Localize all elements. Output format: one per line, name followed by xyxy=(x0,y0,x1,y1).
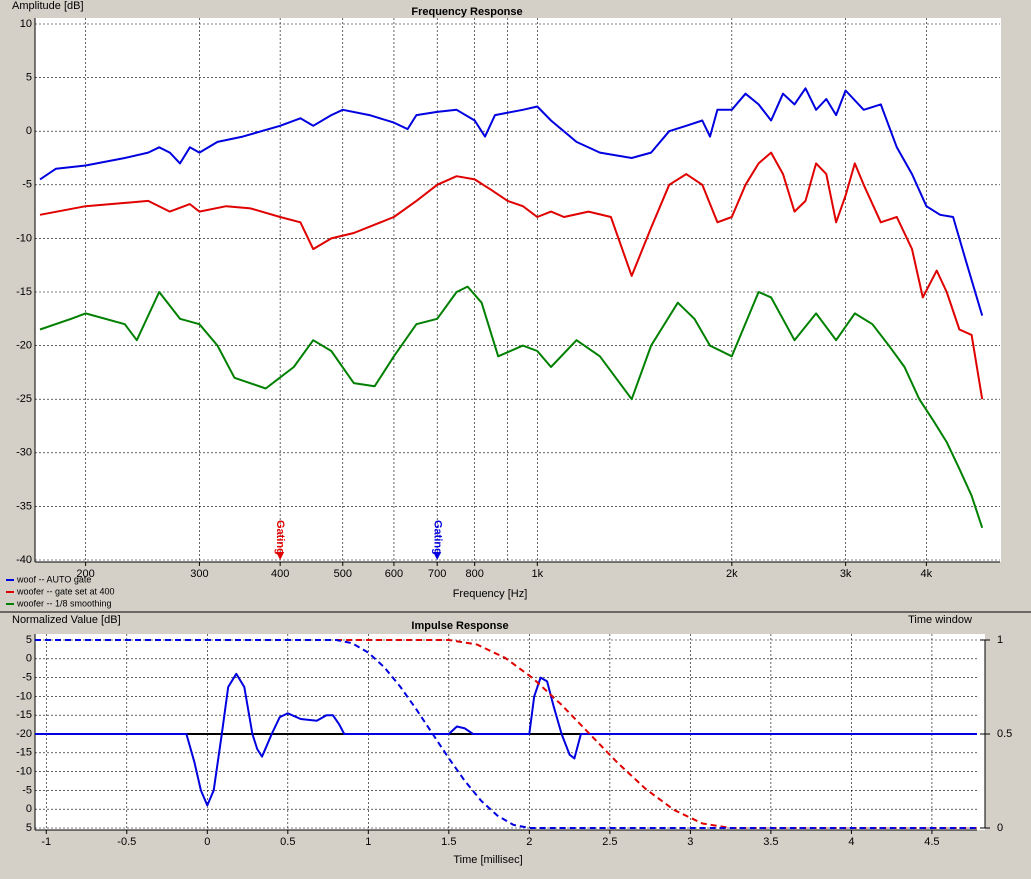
chart-title: Impulse Response xyxy=(411,620,508,632)
x-tick-label: 3k xyxy=(840,568,852,580)
x-tick-label: -0.5 xyxy=(117,836,136,848)
y-tick-label: -25 xyxy=(16,393,32,405)
y-tick-label: 10 xyxy=(20,18,32,30)
x-tick-label: 700 xyxy=(428,568,446,580)
x-tick-label: 4k xyxy=(921,568,933,580)
x-tick-label: 600 xyxy=(385,568,403,580)
y-tick-label: 5 xyxy=(26,634,32,646)
x-tick-label: 0.5 xyxy=(280,836,295,848)
y-tick-label: 0 xyxy=(26,803,32,815)
annotation-marker xyxy=(433,552,442,560)
y-tick-label: -15 xyxy=(16,286,32,298)
y-axis-label: Amplitude [dB] xyxy=(12,0,84,12)
y-tick-label: -5 xyxy=(22,784,32,796)
y-tick-label: -35 xyxy=(16,500,32,512)
annotation-marker xyxy=(276,552,285,560)
y-tick-label: -30 xyxy=(16,447,32,459)
series-line xyxy=(336,639,977,829)
y-tick-label: -5 xyxy=(22,179,32,191)
x-axis-label: Time [millisec] xyxy=(453,854,522,866)
series-line xyxy=(39,87,984,316)
y-tick-label: -40 xyxy=(16,554,32,566)
y-tick-label: -20 xyxy=(16,728,32,740)
plot-area xyxy=(35,18,1001,562)
y-tick-label: 5 xyxy=(26,822,32,834)
chart-title: Frequency Response xyxy=(411,6,522,18)
annotation: Gating xyxy=(274,520,286,555)
x-tick-label: 300 xyxy=(190,568,208,580)
x-tick-label: 0 xyxy=(204,836,210,848)
legend-label: woofer -- 1/8 smoothing xyxy=(16,598,112,608)
y-tick-label: -10 xyxy=(16,766,32,778)
y-tick-label: 0 xyxy=(26,653,32,665)
series-line xyxy=(39,285,984,529)
plot-area xyxy=(35,634,985,830)
y-tick-label: 5 xyxy=(26,72,32,84)
y-tick-label: -15 xyxy=(16,747,32,759)
y-tick-label: -5 xyxy=(22,672,32,684)
legend-label: woof -- AUTO gate xyxy=(16,574,91,584)
x-tick-label: 1.5 xyxy=(441,836,456,848)
y-tick-label: -15 xyxy=(16,709,32,721)
x-tick-label: 500 xyxy=(334,568,352,580)
y-tick-label: -20 xyxy=(16,340,32,352)
x-tick-label: 4.5 xyxy=(924,836,939,848)
y-tick-label: -10 xyxy=(16,232,32,244)
legend-label: woofer -- gate set at 400 xyxy=(16,586,115,596)
y-tick-label: -10 xyxy=(16,690,32,702)
x-tick-label: 2.5 xyxy=(602,836,617,848)
x-tick-label: 200 xyxy=(76,568,94,580)
x-tick-label: 2k xyxy=(726,568,738,580)
y2-tick-label: 0.5 xyxy=(997,728,1012,740)
y2-tick-label: 1 xyxy=(997,634,1003,646)
x-tick-label: 1 xyxy=(365,836,371,848)
x-tick-label: 400 xyxy=(271,568,289,580)
y2-tick-label: 0 xyxy=(997,822,1003,834)
x-tick-label: 3.5 xyxy=(763,836,778,848)
x-tick-label: 1k xyxy=(531,568,543,580)
y-axis-label: Normalized Value [dB] xyxy=(12,614,121,626)
x-tick-label: 2 xyxy=(526,836,532,848)
annotation: Gating xyxy=(431,520,443,555)
y-tick-label: 0 xyxy=(26,125,32,137)
series-line xyxy=(35,672,977,807)
x-axis-label: Frequency [Hz] xyxy=(453,588,528,600)
x-tick-label: 800 xyxy=(465,568,483,580)
x-tick-label: -1 xyxy=(41,836,51,848)
x-tick-label: 3 xyxy=(687,836,693,848)
y2-axis-label: Time window xyxy=(908,614,972,626)
series-line xyxy=(39,151,984,400)
x-tick-label: 4 xyxy=(848,836,854,848)
series-line xyxy=(35,639,977,829)
